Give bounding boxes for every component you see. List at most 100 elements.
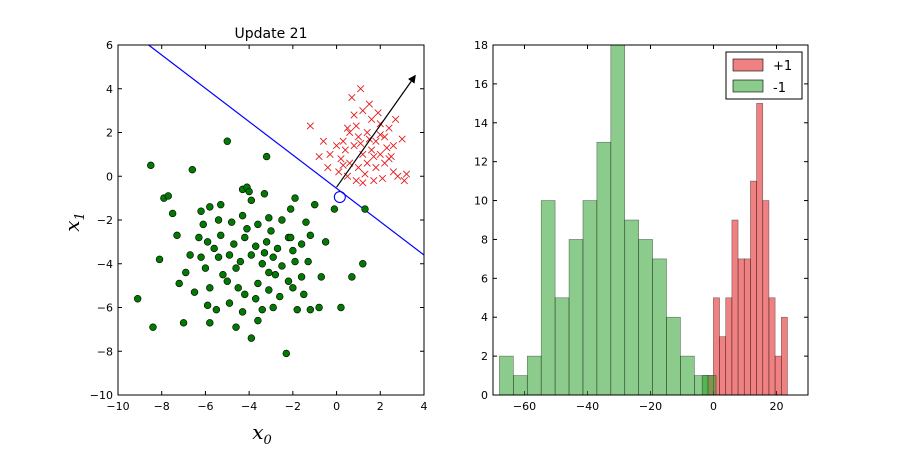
negative-point xyxy=(225,251,234,259)
positive-point xyxy=(315,152,323,161)
negative-point xyxy=(317,273,325,281)
histogram-bar xyxy=(540,200,556,396)
highlighted-point-ring xyxy=(333,190,346,204)
positive-point xyxy=(389,142,398,150)
negative-point xyxy=(197,253,205,261)
histogram-bar xyxy=(499,355,514,396)
x-tick-label: −2 xyxy=(285,400,301,413)
positive-point xyxy=(343,124,352,132)
x-tick-label: 0 xyxy=(333,400,340,413)
negative-point xyxy=(236,257,245,266)
negative-point xyxy=(238,308,247,316)
positive-point xyxy=(348,93,356,102)
scatter-title: Update 21 xyxy=(235,26,308,42)
negative-point xyxy=(271,270,280,279)
positive-point xyxy=(383,144,391,152)
decision-boundary-line xyxy=(148,45,424,256)
negative-point xyxy=(315,303,323,312)
negative-point xyxy=(186,251,194,259)
positive-point xyxy=(374,109,382,117)
negative-point xyxy=(232,323,240,331)
positive-point xyxy=(394,172,402,180)
negative-point xyxy=(230,240,238,248)
negative-point xyxy=(175,279,183,288)
histogram-bar xyxy=(737,258,745,396)
histogram-bar xyxy=(513,375,528,396)
scatter-marks xyxy=(133,45,424,358)
negative-point xyxy=(243,225,251,233)
x-tick-label: −20 xyxy=(639,400,662,413)
scatter-ylabel: x1 xyxy=(60,212,88,232)
x-tick-label: 20 xyxy=(770,400,784,413)
positive-point xyxy=(372,163,380,172)
negative-point xyxy=(258,260,266,268)
negative-point xyxy=(190,288,199,296)
histogram-bar xyxy=(725,297,733,396)
positive-point xyxy=(367,146,376,154)
negative-point xyxy=(238,211,247,220)
scatter-ticks: −10 −8 −6 −4 −2 0 2 4 −10 −8 −6 −4 −2 0 2 4 6 xyxy=(90,39,428,413)
y-tick-label: −2 xyxy=(97,214,113,227)
histogram-bar xyxy=(554,297,570,396)
y-tick-label: −8 xyxy=(97,345,113,358)
histogram-bar xyxy=(750,180,757,396)
negative-point xyxy=(262,152,271,161)
x-tick-label: 2 xyxy=(377,400,384,413)
negative-point xyxy=(284,277,293,285)
negative-point xyxy=(201,264,210,272)
negative-point xyxy=(247,334,256,342)
negative-point xyxy=(300,290,308,299)
negative-point xyxy=(302,218,310,226)
negative-point xyxy=(247,251,256,259)
y-tick-label: 4 xyxy=(481,311,488,324)
x-tick-label: −6 xyxy=(197,400,213,413)
negative-point xyxy=(245,187,253,196)
negative-point xyxy=(133,295,142,303)
scatter-panel: Update 21 −10 −8 −6 −4 −2 0 2 4−10−8−6−4−20246 … xyxy=(60,26,428,448)
negative-point xyxy=(234,284,242,292)
negative-point xyxy=(265,214,273,222)
legend-label-negative: -1 xyxy=(773,81,786,96)
negative-point xyxy=(254,279,262,288)
negative-point xyxy=(276,292,284,301)
negative-point xyxy=(306,231,315,240)
negative-point xyxy=(223,277,231,285)
positive-point xyxy=(372,137,380,145)
x-tick-label: −60 xyxy=(513,400,536,413)
positive-point xyxy=(402,170,411,178)
histogram-bar xyxy=(774,355,782,396)
x-tick-label: −4 xyxy=(241,400,257,413)
negative-point xyxy=(203,301,212,310)
histogram-panel: −60 −40 −20 0 20 0 2 4 6 8 10 12 14 16 18 +1 -1 xyxy=(474,39,809,413)
negative-point xyxy=(321,238,330,246)
negative-point xyxy=(260,190,269,198)
positive-point xyxy=(337,155,345,163)
histogram-bar xyxy=(652,258,667,396)
histogram-plot-area xyxy=(499,44,788,396)
negative-point xyxy=(206,284,214,292)
negative-point xyxy=(147,161,155,170)
positive-point xyxy=(341,146,349,154)
positive-point xyxy=(359,107,367,115)
positive-point xyxy=(306,122,314,130)
positive-point xyxy=(361,170,369,178)
histogram-axes-frame xyxy=(492,44,809,396)
histogram-bar xyxy=(731,219,739,396)
positive-point xyxy=(339,161,347,169)
positive-point xyxy=(365,100,373,108)
positive-point xyxy=(370,152,378,161)
negative-point xyxy=(254,220,262,229)
negative-point xyxy=(223,137,231,145)
negative-point xyxy=(254,316,262,325)
y-tick-label: 6 xyxy=(481,272,488,285)
histogram-bar xyxy=(624,219,639,396)
negative-point xyxy=(278,216,286,224)
negative-point xyxy=(214,216,223,224)
negative-point xyxy=(252,295,260,303)
histogram-bar xyxy=(526,355,542,396)
negative-point xyxy=(273,244,282,253)
negative-point xyxy=(269,253,277,261)
scatter-axes-frame xyxy=(117,44,425,396)
histogram-bar xyxy=(780,316,788,396)
legend-swatch-positive xyxy=(732,58,764,72)
